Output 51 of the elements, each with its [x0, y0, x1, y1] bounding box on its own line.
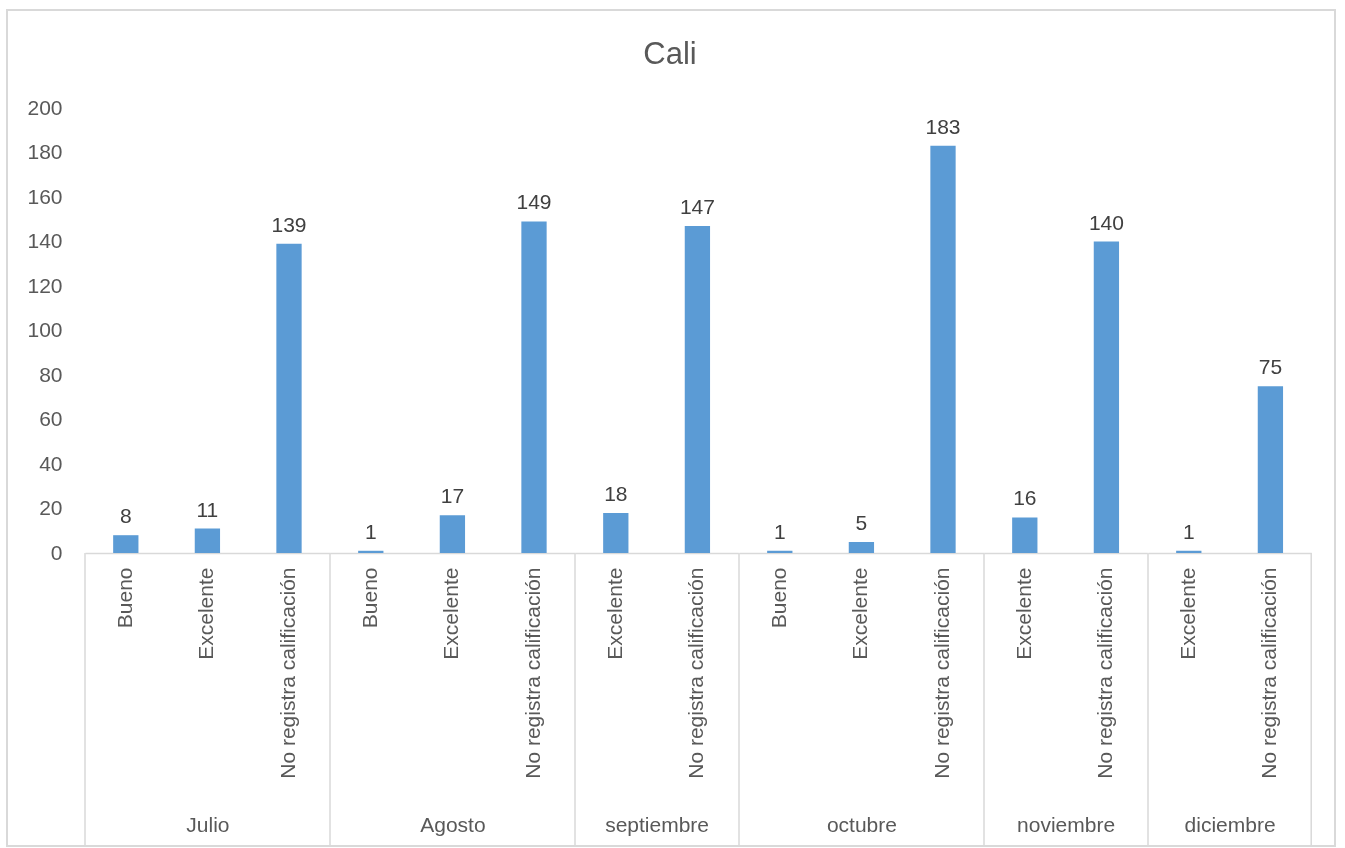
x-axis-title: octubre — [826, 812, 897, 836]
y-tick-label: 0 — [50, 540, 63, 564]
x-tick-label: No registra calificación — [276, 567, 299, 779]
data-label: 75 — [1258, 355, 1283, 379]
x-axis-title: septiembre — [605, 812, 710, 836]
x-tick-label: No registra calificación — [521, 567, 544, 779]
x-tick-label: Excelente — [439, 567, 463, 660]
x-tick-label: No registra calificación — [684, 567, 708, 779]
bar — [194, 528, 221, 553]
data-label: 16 — [1013, 486, 1037, 510]
x-tick-label: Excelente — [194, 567, 218, 660]
data-label: 17 — [440, 484, 465, 508]
y-tick-label: 140 — [27, 229, 63, 252]
x-tick-label: No registra calificación — [1257, 567, 1281, 779]
bar — [276, 243, 302, 553]
data-label: 5 — [855, 510, 868, 534]
x-axis-title: Agosto — [420, 812, 486, 836]
data-label: 1 — [773, 519, 786, 543]
x-tick-label: Excelente — [602, 567, 626, 660]
x-axis-title: Julio — [186, 812, 230, 836]
x-axis-title: diciembre — [1184, 812, 1276, 836]
x-tick-label: Bueno — [357, 567, 381, 629]
x-tick-label: Excelente — [848, 567, 872, 660]
y-tick-label: 80 — [39, 362, 63, 386]
y-tick-label: 120 — [27, 273, 63, 297]
x-tick-label: Bueno — [766, 567, 790, 629]
y-tick-label: 160 — [27, 184, 63, 208]
x-tick-label: No registra calificación — [930, 567, 953, 779]
y-tick-label: 100 — [27, 318, 63, 341]
data-label: 147 — [679, 194, 715, 218]
data-label: 1 — [1182, 519, 1195, 543]
data-label: 8 — [119, 504, 132, 528]
y-tick-label: 180 — [27, 140, 63, 163]
y-tick-label: 200 — [27, 95, 63, 119]
y-tick-label: 20 — [39, 496, 63, 519]
data-label: 18 — [604, 481, 628, 505]
x-tick-label: Excelente — [1011, 567, 1035, 660]
data-label: 1 — [364, 519, 377, 543]
x-axis-title: noviembre — [1017, 812, 1116, 836]
data-label: 183 — [925, 114, 961, 138]
x-tick-label: Excelente — [1175, 567, 1199, 660]
y-tick-label: 60 — [39, 407, 63, 430]
bar — [113, 535, 139, 553]
data-label: 139 — [271, 212, 307, 236]
x-tick-label: Bueno — [112, 567, 136, 629]
x-tick-label: No registra calificación — [1093, 567, 1117, 779]
data-label: 11 — [196, 497, 219, 521]
data-label: 149 — [516, 190, 552, 214]
text: Cali — [643, 36, 697, 71]
y-tick-label: 40 — [39, 451, 63, 475]
data-label: 140 — [1088, 210, 1124, 234]
